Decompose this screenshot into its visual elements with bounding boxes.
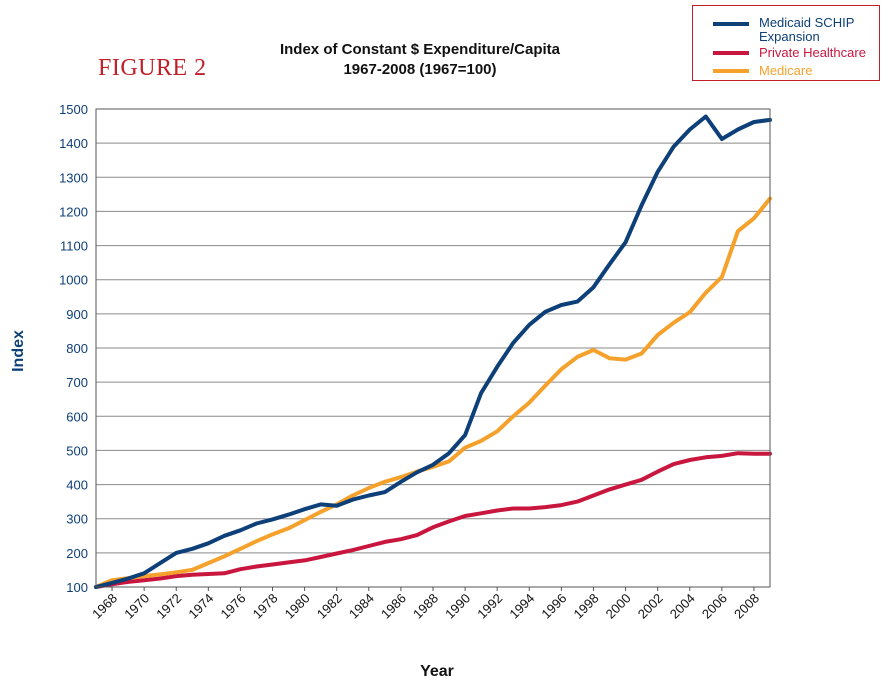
x-tick-label: 1982	[314, 591, 345, 622]
chart-subtitle: 1967-2008 (1967=100)	[343, 61, 497, 78]
x-tick-label: 1996	[538, 591, 569, 622]
y-tick-label: 900	[66, 307, 88, 322]
x-tick-label: 1998	[571, 591, 602, 622]
legend-swatch-medicare	[713, 69, 749, 73]
legend-swatch-private	[713, 51, 749, 55]
x-tick-label: 1990	[442, 591, 473, 622]
y-tick-label: 100	[66, 580, 88, 595]
y-tick-labels: 100 200 300 400 500 600 700 800 900 1000 1100 1200 1…	[59, 102, 88, 595]
y-tick-label: 500	[66, 443, 88, 458]
x-tick-label: 1988	[410, 591, 441, 622]
y-tick-label: 600	[66, 409, 88, 424]
y-tick-label: 700	[66, 375, 88, 390]
x-tick-label: 1970	[121, 591, 152, 622]
y-tick-label: 1300	[59, 170, 88, 185]
x-tick-label: 2006	[699, 591, 730, 622]
y-tick-label: 1000	[59, 273, 88, 288]
y-tick-label: 1500	[59, 102, 88, 117]
x-tick-label: 2000	[603, 591, 634, 622]
grid-lines	[96, 108, 770, 588]
x-tick-label: 2004	[667, 591, 698, 622]
x-tick-label: 1978	[250, 591, 281, 622]
x-tick-labels: 1968 1970 1972 1974 1976 1978 1980 1982 1984 1986…	[89, 587, 762, 622]
y-tick-label: 1400	[59, 136, 88, 151]
y-tick-label: 200	[66, 546, 88, 561]
y-tick-label: 1100	[60, 239, 88, 254]
x-tick-label: 1980	[282, 591, 313, 622]
series-line-medicaid-schip-expansion	[94, 114, 772, 589]
legend: Medicaid SCHIP Expansion Private Healthc…	[692, 5, 880, 81]
y-tick-label: 300	[66, 512, 88, 527]
series-line-private-healthcare	[94, 451, 772, 589]
x-tick-label: 1994	[506, 591, 537, 622]
series-lines	[94, 114, 772, 589]
legend-label-private: Private Healthcare	[759, 45, 866, 60]
chart-title-block: Index of Constant $ Expenditure/Capita 1…	[240, 40, 600, 80]
figure-label: FIGURE 2	[98, 55, 207, 81]
plot-frame	[95, 108, 771, 588]
x-axis-title: Year	[420, 663, 454, 680]
y-tick-label: 400	[66, 478, 88, 493]
y-axis-title: Index	[10, 330, 27, 372]
x-tick-label: 1968	[89, 591, 120, 622]
chart-title: Index of Constant $ Expenditure/Capita	[279, 41, 561, 58]
legend-swatch-medicaid	[713, 22, 749, 26]
x-tick-label: 2002	[635, 591, 666, 622]
y-tick-label: 1200	[59, 204, 88, 219]
x-tick-label: 1972	[153, 591, 184, 622]
x-tick-label: 1986	[378, 591, 409, 622]
x-tick-label: 1992	[474, 591, 505, 622]
x-tick-label: 1974	[185, 591, 216, 622]
x-tick-label: 1984	[346, 591, 377, 622]
legend-label-medicaid: Medicaid SCHIP Expansion	[759, 15, 855, 44]
y-tick-label: 800	[66, 341, 88, 356]
legend-label-medicare: Medicare	[759, 63, 813, 78]
x-tick-label: 2008	[731, 591, 762, 622]
x-tick-label: 1976	[217, 591, 248, 622]
